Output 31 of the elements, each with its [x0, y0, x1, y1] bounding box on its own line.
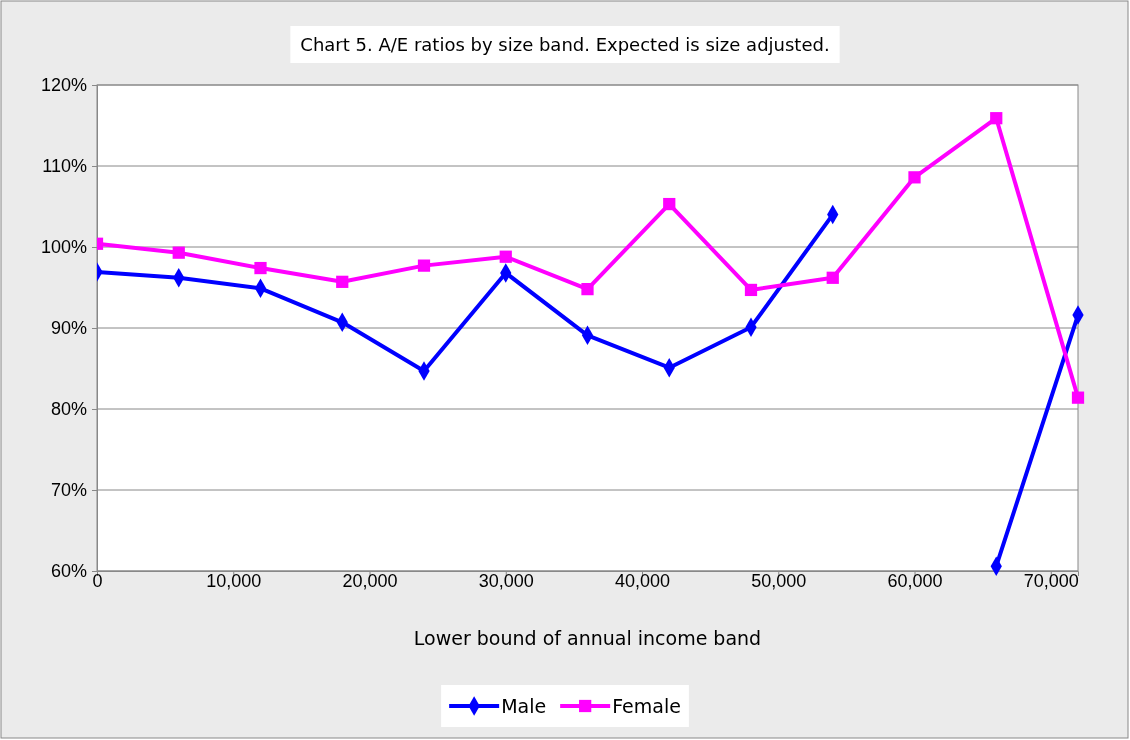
point	[417, 259, 431, 272]
y-tick-label: 110%	[42, 156, 87, 177]
point	[744, 283, 758, 297]
point	[990, 112, 1003, 125]
x-tick-label: 10,000	[206, 571, 262, 591]
y-tick-label: 60%	[50, 561, 87, 582]
legend-label: Male	[501, 694, 547, 717]
x-tick-label: 40,000	[614, 571, 671, 591]
x-tick-label: 60,000	[887, 571, 943, 591]
y-tick-label: 70%	[50, 480, 87, 501]
y-tick-label: 90%	[50, 318, 87, 339]
point	[826, 271, 839, 284]
x-tick-label: 0	[92, 571, 103, 591]
legend-label: Female	[612, 694, 681, 717]
x-axis-title: Lower bound of annual income band	[413, 627, 762, 649]
x-tick-label: 50,000	[751, 571, 807, 591]
x-tick-label: 70,000	[1023, 571, 1079, 591]
point	[581, 283, 594, 296]
x-tick-label: 30,000	[478, 571, 534, 591]
point	[499, 250, 512, 263]
point	[1071, 391, 1085, 404]
x-tick-label: 20,000	[342, 571, 398, 591]
y-tick-label: 120%	[40, 75, 87, 96]
point	[908, 171, 921, 184]
point	[172, 246, 185, 259]
y-tick-label: 80%	[50, 399, 87, 420]
point	[336, 275, 349, 288]
chart-title: Chart 5. A/E ratios by size band. Expected is size adjusted.	[300, 34, 830, 55]
y-tick-label: 100%	[40, 237, 87, 258]
point	[254, 261, 267, 275]
point	[663, 197, 676, 211]
